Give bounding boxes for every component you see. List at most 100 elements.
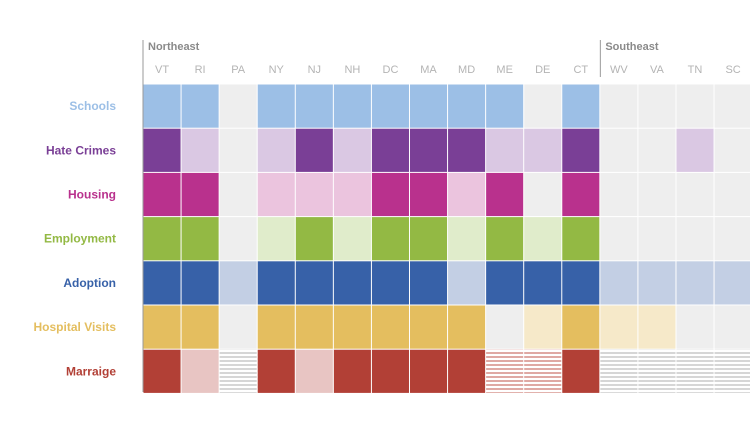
cell-schools-nj [295, 84, 333, 128]
cell-hate-crimes-md [448, 128, 486, 172]
cell-hate-crimes-vt [143, 128, 181, 172]
cell-adoption-wv [600, 261, 638, 305]
cell-schools-dc [371, 84, 409, 128]
cell-hate-crimes-sc [714, 128, 750, 172]
cell-housing-pa [219, 172, 257, 217]
cell-employment-de [524, 217, 562, 261]
cell-employment-tn [676, 217, 714, 261]
cell-housing-sc [714, 172, 750, 217]
row-label-adoption: Adoption [63, 276, 116, 290]
cell-hospital-visits-tn [676, 305, 714, 349]
row-label-group: Schools Hate Crimes Housing Employment Adopt… [34, 99, 117, 378]
cell-employment-nj [295, 217, 333, 261]
state-label-ny: NY [269, 64, 285, 76]
cell-housing-ct [562, 172, 600, 217]
cell-housing-ny [257, 172, 295, 217]
cell-hate-crimes-ct [562, 128, 600, 172]
cell-schools-vt [143, 84, 181, 128]
cell-hospital-visits-dc [371, 305, 409, 349]
state-label-nj: NJ [308, 64, 321, 76]
cell-hospital-visits-de [524, 305, 562, 349]
cell-marraige-va [638, 349, 676, 393]
cell-employment-me [486, 217, 524, 261]
cell-hate-crimes-ny [257, 128, 295, 172]
cell-marraige-tn [676, 349, 714, 393]
cell-marraige-ny [257, 349, 295, 393]
cell-hate-crimes-ri [181, 128, 219, 172]
cell-schools-me [486, 84, 524, 128]
cell-schools-ri [181, 84, 219, 128]
cell-adoption-me [486, 261, 524, 305]
cell-hate-crimes-nj [295, 128, 333, 172]
cell-marraige-pa [219, 349, 257, 393]
cell-marraige-ma [409, 349, 448, 393]
cell-adoption-ny [257, 261, 295, 305]
state-label-ct: CT [573, 64, 588, 76]
cell-employment-ny [257, 217, 295, 261]
cell-hate-crimes-nh [333, 128, 371, 172]
cell-marraige-wv [600, 349, 638, 393]
cell-marraige-md [448, 349, 486, 393]
cell-marraige-ct [562, 349, 600, 393]
state-label-sc: SC [725, 64, 740, 76]
cell-hospital-visits-sc [714, 305, 750, 349]
cell-hospital-visits-ny [257, 305, 295, 349]
cell-housing-dc [371, 172, 409, 217]
state-label-dc: DC [383, 64, 399, 76]
row-label-hate-crimes: Hate Crimes [46, 143, 116, 157]
cell-housing-me [486, 172, 524, 217]
cell-adoption-ma [409, 261, 448, 305]
cell-housing-md [448, 172, 486, 217]
state-label-de: DE [535, 64, 550, 76]
cell-housing-nh [333, 172, 371, 217]
cell-marraige-vt [143, 349, 181, 393]
cell-adoption-va [638, 261, 676, 305]
cell-marraige-dc [371, 349, 409, 393]
cell-hospital-visits-ri [181, 305, 219, 349]
cell-adoption-vt [143, 261, 181, 305]
cell-schools-sc [714, 84, 750, 128]
state-label-wv: WV [610, 64, 628, 76]
row-label-hospital-visits: Hospital Visits [34, 320, 117, 334]
cell-hospital-visits-pa [219, 305, 257, 349]
cell-schools-nh [333, 84, 371, 128]
cell-hospital-visits-nj [295, 305, 333, 349]
cell-employment-wv [600, 217, 638, 261]
cell-adoption-nj [295, 261, 333, 305]
row-label-employment: Employment [44, 232, 116, 246]
cell-adoption-dc [371, 261, 409, 305]
cell-hate-crimes-dc [371, 128, 409, 172]
region-label-northeast: Northeast [148, 41, 200, 53]
cell-housing-de [524, 172, 562, 217]
cell-hospital-visits-ma [409, 305, 448, 349]
cell-schools-wv [600, 84, 638, 128]
cell-hospital-visits-ct [562, 305, 600, 349]
cell-adoption-pa [219, 261, 257, 305]
state-label-vt: VT [155, 64, 169, 76]
cell-employment-sc [714, 217, 750, 261]
cell-employment-ct [562, 217, 600, 261]
state-label-md: MD [458, 64, 475, 76]
cell-adoption-sc [714, 261, 750, 305]
cell-marraige-de [524, 349, 562, 393]
cell-adoption-ri [181, 261, 219, 305]
cell-marraige-me [486, 349, 524, 393]
cell-schools-va [638, 84, 676, 128]
state-label-nh: NH [344, 64, 360, 76]
region-label-southeast: Southeast [605, 41, 659, 53]
cell-marraige-ri [181, 349, 219, 393]
cell-employment-nh [333, 217, 371, 261]
cell-employment-ri [181, 217, 219, 261]
cell-hospital-visits-vt [143, 305, 181, 349]
cell-housing-ma [409, 172, 448, 217]
cell-employment-md [448, 217, 486, 261]
cell-hate-crimes-me [486, 128, 524, 172]
cell-hate-crimes-ma [409, 128, 448, 172]
cell-hospital-visits-wv [600, 305, 638, 349]
cell-schools-tn [676, 84, 714, 128]
cell-adoption-md [448, 261, 486, 305]
cell-hate-crimes-de [524, 128, 562, 172]
cell-hospital-visits-va [638, 305, 676, 349]
cell-schools-ny [257, 84, 295, 128]
